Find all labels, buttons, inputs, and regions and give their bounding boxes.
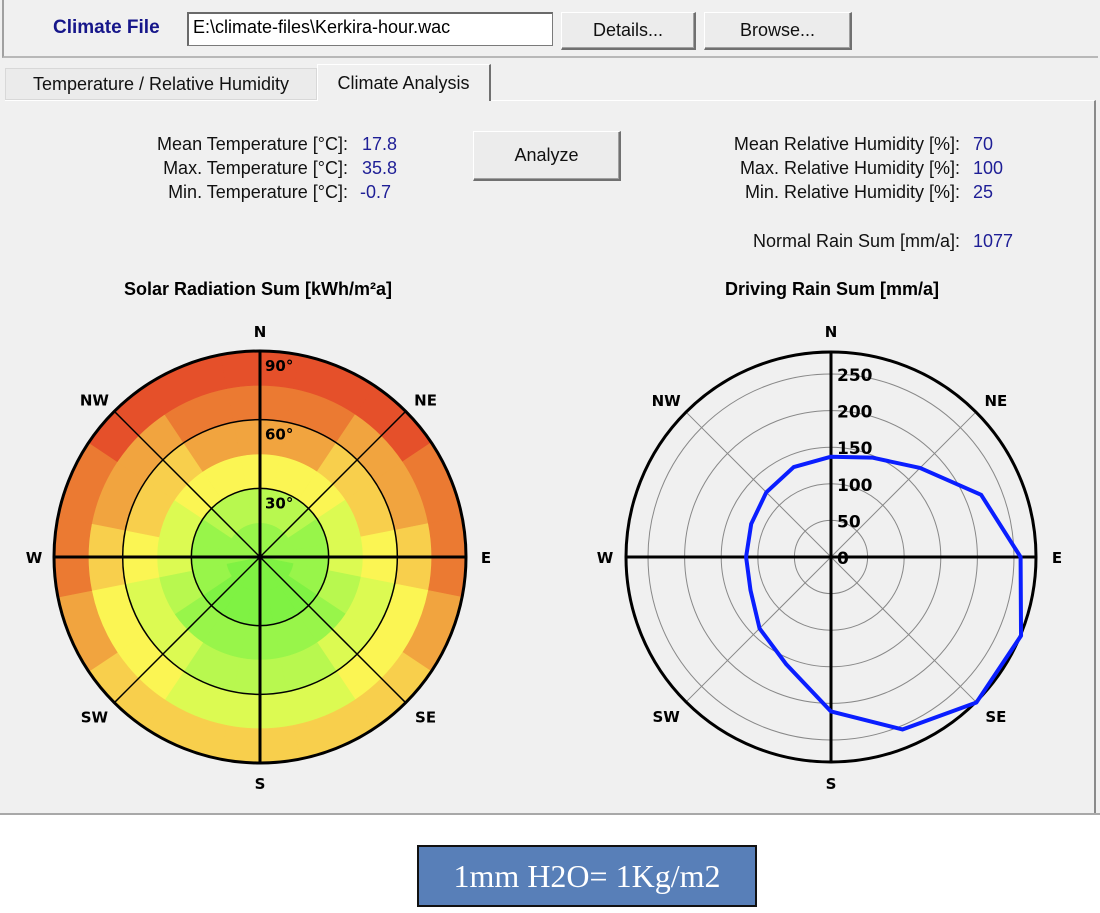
rain-point-wsw xyxy=(749,588,753,592)
rain-tick-label: 200 xyxy=(837,403,873,423)
driving-rain-chart: 0 50 100 150 200 250 N NE E SE S SW W NW xyxy=(597,323,1062,793)
rain-point-s xyxy=(829,709,833,713)
compass-label-w: W xyxy=(597,549,614,567)
solar-radiation-chart: 90° 60° 30° N NE E SE S SW W NW xyxy=(26,323,491,793)
rain-point-n xyxy=(829,455,833,459)
compass-label-se: SE xyxy=(415,709,436,727)
details-button[interactable]: Details... xyxy=(561,12,696,50)
rain-point-ene xyxy=(979,493,983,497)
driving-rain-series xyxy=(744,454,1024,732)
rain-tick-label: 250 xyxy=(837,366,873,386)
compass-label-n: N xyxy=(825,323,838,341)
tab-climate-analysis[interactable]: Climate Analysis xyxy=(317,64,491,101)
rain-point-ssw xyxy=(784,663,788,667)
rain-point-wnw xyxy=(749,522,753,526)
tilt-label: 30° xyxy=(265,494,293,512)
compass-label-sw: SW xyxy=(652,708,680,726)
max-temperature-label: Max. Temperature [°C]: xyxy=(163,158,348,178)
tilt-label: 60° xyxy=(265,426,293,444)
compass-label-e: E xyxy=(1052,549,1062,567)
unit-note-box: 1mm H2O= 1Kg/m2 xyxy=(417,845,757,907)
rain-point-nne xyxy=(870,456,874,460)
min-temperature-value: -0.7 xyxy=(360,182,392,202)
rain-point-nnw xyxy=(792,465,796,469)
min-humidity-label: Min. Relative Humidity [%]: xyxy=(744,182,960,202)
compass-label-sw: SW xyxy=(81,709,109,727)
compass-label-ne: NE xyxy=(414,391,437,409)
rain-tick-label: 100 xyxy=(837,476,873,496)
min-temperature-label: Min. Temperature [°C]: xyxy=(168,182,348,202)
tab-temperature-humidity[interactable]: Temperature / Relative Humidity xyxy=(5,68,317,100)
rain-tick-label: 50 xyxy=(837,512,861,532)
compass-label-s: S xyxy=(255,775,266,793)
browse-button[interactable]: Browse... xyxy=(704,12,852,50)
rain-point-sw xyxy=(758,626,762,630)
solar-chart-title: Solar Radiation Sum [kWh/m²a] xyxy=(123,279,393,299)
rain-point-ese xyxy=(1019,634,1023,638)
climate-file-label: Climate File xyxy=(53,17,160,38)
rain-sum-label: Normal Rain Sum [mm/a]: xyxy=(752,231,960,251)
compass-label-ne: NE xyxy=(984,392,1007,410)
rain-point-nw xyxy=(764,490,768,494)
rain-point-e xyxy=(1019,555,1023,559)
rain-point-se xyxy=(974,700,978,704)
compass-label-e: E xyxy=(481,549,491,567)
climate-analysis-panel xyxy=(5,100,1096,813)
mean-temperature-label: Mean Temperature [°C]: xyxy=(157,134,348,154)
compass-label-se: SE xyxy=(985,708,1006,726)
rain-tick-label: 0 xyxy=(837,549,849,569)
min-humidity-value: 25 xyxy=(973,182,994,202)
mean-temperature-value: 17.8 xyxy=(362,134,398,154)
rain-point-sse xyxy=(900,727,904,731)
climate-file-input[interactable]: E:\climate-files\Kerkira-hour.wac xyxy=(187,12,553,46)
max-humidity-value: 100 xyxy=(973,158,1004,178)
max-temperature-value: 35.8 xyxy=(362,158,398,178)
rain-tick-label: 150 xyxy=(837,439,873,459)
analyze-button[interactable]: Analyze xyxy=(473,131,621,181)
compass-label-nw: NW xyxy=(652,392,682,410)
rain-point-w xyxy=(744,555,748,559)
compass-label-n: N xyxy=(254,323,267,341)
mean-humidity-label: Mean Relative Humidity [%]: xyxy=(733,134,960,154)
rain-sum-value: 1077 xyxy=(973,231,1014,251)
compass-label-nw: NW xyxy=(80,391,110,409)
compass-label-w: W xyxy=(26,549,43,567)
max-humidity-label: Max. Relative Humidity [%]: xyxy=(739,158,960,178)
tilt-label: 90° xyxy=(265,357,293,375)
climate-file-frame xyxy=(2,0,1098,58)
mean-humidity-value: 70 xyxy=(973,134,994,154)
rain-point-ne xyxy=(918,466,922,470)
application-window: Climate File E:\climate-files\Kerkira-ho… xyxy=(0,0,1100,815)
compass-label-s: S xyxy=(826,775,837,793)
rain-chart-title: Driving Rain Sum [mm/a] xyxy=(724,279,940,299)
